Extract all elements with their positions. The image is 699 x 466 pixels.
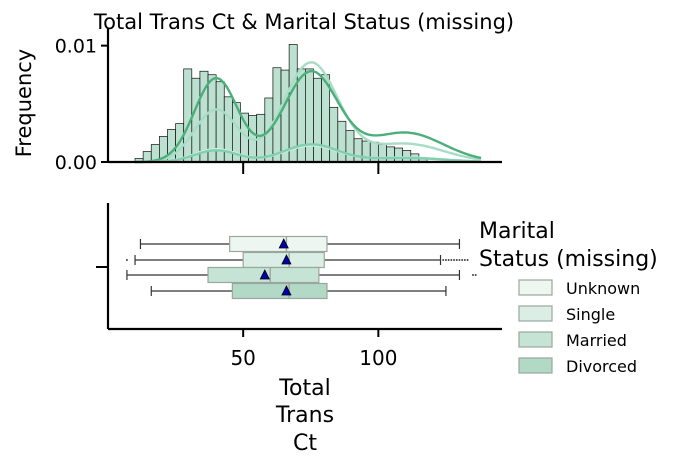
histogram-bar	[377, 144, 387, 163]
x-axis-label-line-1: Total	[278, 376, 330, 401]
histogram-bar	[191, 77, 201, 163]
legend-title-line-1: Marital	[479, 219, 555, 244]
kde-curve-single	[134, 61, 482, 164]
outlier	[458, 259, 461, 261]
histogram-bar	[345, 130, 355, 163]
y-tick-label: 0.00	[55, 152, 97, 174]
boxplot-divorced	[150, 282, 447, 300]
legend-swatch-divorced	[518, 357, 553, 374]
outlier	[442, 259, 445, 261]
x-axis-label-line-3: Ct	[293, 431, 317, 456]
histogram-bar	[337, 120, 347, 163]
outlier	[455, 259, 458, 261]
histogram-bar	[305, 68, 314, 163]
legend-label-single: Single	[566, 305, 615, 324]
histogram-bar	[353, 138, 363, 163]
outlier	[461, 259, 464, 261]
mean-marker	[281, 254, 292, 265]
outlier	[463, 259, 466, 261]
y-axis-label: Frequency	[12, 49, 36, 158]
mean-marker	[259, 269, 270, 280]
histogram-bar	[288, 44, 298, 163]
chart-title: Total Trans Ct & Marital Status (missing…	[93, 10, 514, 34]
outlier	[471, 274, 474, 276]
mean-marker	[281, 285, 292, 296]
boxplot-married	[126, 266, 477, 284]
outlier	[125, 259, 128, 261]
legend-label-divorced: Divorced	[566, 357, 637, 376]
y-tick-label: 0.01	[55, 36, 97, 58]
boxplot-unknown	[139, 235, 461, 253]
outlier	[453, 259, 456, 261]
histogram-bar	[402, 150, 412, 163]
legend-swatch-single	[518, 305, 553, 322]
histogram-bar	[313, 77, 322, 163]
outlier	[444, 259, 447, 261]
box	[231, 282, 328, 300]
mean-marker	[278, 238, 289, 249]
legend-label-unknown: Unknown	[566, 279, 640, 298]
boxplot-single	[125, 251, 469, 269]
histogram-bar	[329, 106, 339, 163]
kde-curve-divorced	[135, 143, 482, 164]
legend-label-married: Married	[566, 331, 627, 350]
box	[229, 235, 328, 253]
histogram-bar	[394, 147, 404, 163]
x-axis-label-line-2: Trans	[275, 403, 334, 428]
outlier	[466, 259, 469, 261]
legend-title-line-2: Status (missing)	[479, 247, 658, 272]
legend-swatch-unknown	[518, 279, 553, 296]
x-tick-label: 100	[359, 346, 397, 370]
histogram-bar	[183, 68, 193, 163]
outlier	[450, 259, 453, 261]
x-tick-label: 50	[230, 346, 255, 370]
boxplot-panel: 50 100	[96, 203, 502, 370]
outlier	[447, 259, 450, 261]
legend-swatch-married	[518, 331, 553, 348]
histogram-panel: 0.00 0.01	[55, 28, 502, 174]
histogram-bar	[386, 146, 395, 163]
histogram-bar	[280, 69, 290, 163]
outlier	[474, 274, 477, 276]
legend: Marital Status (missing) Unknown Single Ma…	[479, 219, 658, 376]
kde-curve-married	[135, 69, 482, 164]
